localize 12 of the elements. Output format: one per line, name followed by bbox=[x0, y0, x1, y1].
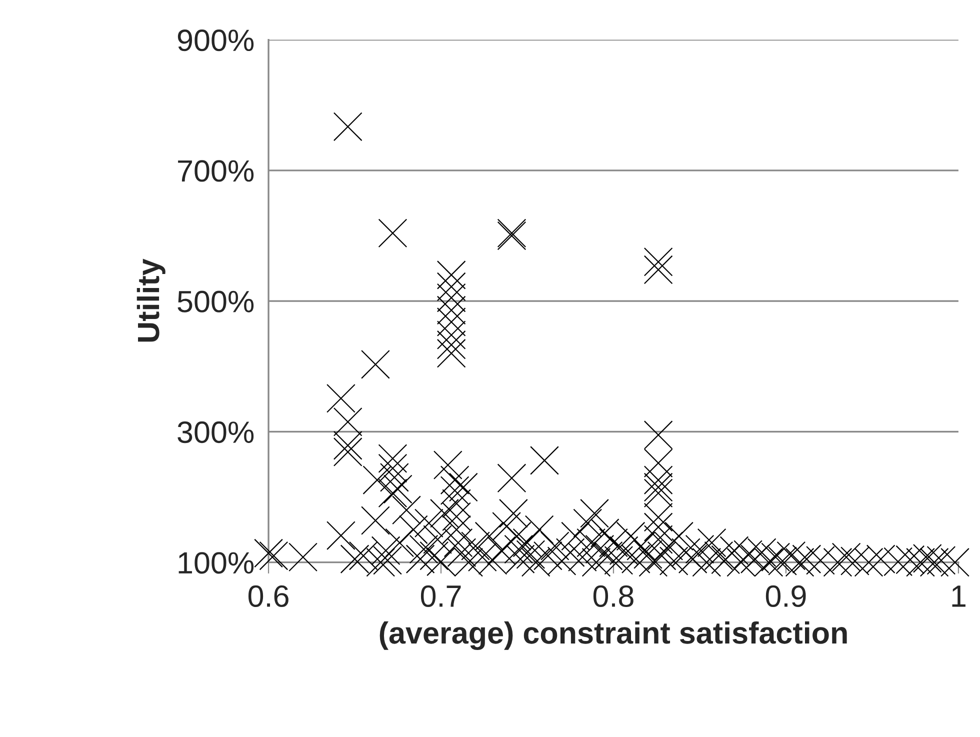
x-tick-label: 0.9 bbox=[766, 585, 806, 607]
y-tick-label: 900% bbox=[178, 30, 254, 52]
x-tick-label: 0.6 bbox=[248, 585, 288, 607]
y-tick-label: 300% bbox=[178, 421, 254, 444]
y-tick-label: 500% bbox=[178, 290, 254, 312]
y-axis-title: Utility bbox=[136, 258, 166, 342]
x-tick-label: 0.8 bbox=[593, 585, 634, 607]
x-tick-label: 0.7 bbox=[420, 585, 461, 607]
y-tick-label: 100% bbox=[178, 552, 254, 574]
y-tick-label: 700% bbox=[178, 160, 254, 182]
x-tick-label: 1 bbox=[952, 586, 966, 607]
x-axis-title: (average) constraint satisfaction bbox=[380, 621, 847, 650]
